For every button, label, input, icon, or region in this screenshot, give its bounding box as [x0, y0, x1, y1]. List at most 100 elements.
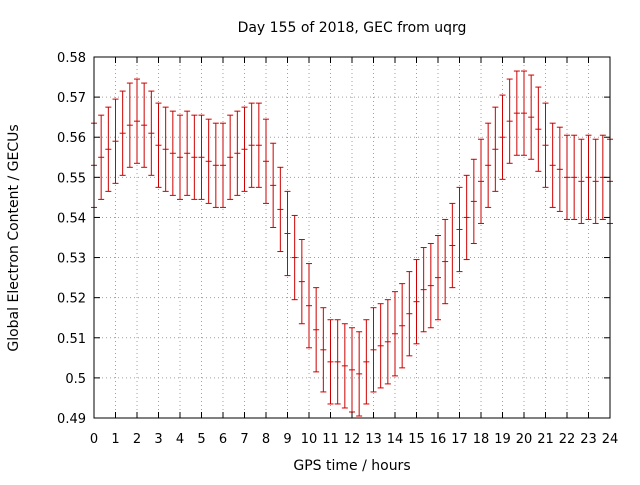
axis-ticks: [93, 56, 611, 419]
x-tick-label: 17: [451, 432, 468, 447]
error-bar-point: [470, 158, 477, 245]
error-bar-point: [363, 319, 370, 405]
error-bar-point: [277, 166, 284, 253]
error-bars: [91, 70, 613, 417]
error-bar-point: [141, 82, 148, 168]
error-bar-point: [148, 90, 155, 176]
error-bar-point: [105, 106, 112, 192]
error-bar-point: [413, 259, 420, 345]
x-tick-label: 19: [494, 432, 511, 447]
error-bar-point: [126, 82, 133, 168]
chart-title: Day 155 of 2018, GEC from uqrg: [238, 20, 467, 36]
error-bar-point: [198, 114, 205, 200]
error-bar-point: [442, 218, 449, 305]
error-bar-point: [270, 142, 277, 228]
error-bar-point: [298, 239, 305, 325]
y-tick-label: 0.56: [57, 131, 86, 146]
x-tick-label: 13: [365, 432, 382, 447]
x-tick-label: 18: [473, 432, 490, 447]
error-bar-point: [191, 114, 198, 200]
x-tick-label: 5: [197, 432, 205, 447]
error-bar-point: [571, 134, 578, 220]
error-bar-point: [449, 202, 456, 289]
error-bar-point: [177, 114, 183, 200]
error-bar-point: [549, 122, 556, 208]
error-bar-point: [220, 122, 226, 208]
error-bar-point: [134, 78, 140, 164]
error-bar-point: [492, 106, 499, 192]
error-bar-point: [334, 319, 341, 405]
y-tick-label: 0.58: [57, 51, 86, 66]
x-tick-label: 1: [111, 432, 119, 447]
x-tick-label: 20: [516, 432, 533, 447]
error-bar-point: [435, 234, 441, 321]
x-tick-label: 21: [537, 432, 554, 447]
error-bar-point: [169, 110, 176, 196]
y-tick-labels: 0.49 0.5 0.51 0.52 0.53 0.54 0.55 0.56 0.57 0.58: [57, 51, 86, 427]
error-bar-point: [284, 190, 291, 277]
error-bar-point: [542, 102, 549, 188]
error-bar-point: [585, 134, 592, 220]
error-bar-point: [521, 70, 527, 156]
y-tick-label: 0.57: [57, 91, 86, 106]
error-bar-point: [341, 323, 348, 409]
error-bar-point: [370, 307, 377, 393]
error-bar-point: [384, 299, 391, 385]
error-bar-point: [478, 138, 484, 224]
error-bar-point: [485, 122, 492, 208]
x-tick-label: 7: [240, 432, 248, 447]
y-tick-label: 0.5: [65, 372, 86, 387]
x-axis-label: GPS time / hours: [293, 458, 410, 474]
y-tick-label: 0.53: [57, 252, 86, 267]
error-bar-point: [327, 319, 334, 405]
x-tick-labels: 0 1 2 3 4 5 6 7 8 9 10 11 12 13 14 15 16 17 18 19 20 21 22 23 24: [90, 432, 618, 447]
y-axis-label: Global Electron Content / GECUs: [6, 124, 22, 351]
error-bar-point: [592, 138, 599, 224]
error-bar-point: [349, 327, 355, 413]
error-bar-point: [528, 74, 535, 160]
y-tick-label: 0.52: [57, 292, 86, 307]
x-tick-label: 23: [580, 432, 597, 447]
error-bar-point: [227, 114, 234, 200]
x-tick-label: 15: [408, 432, 425, 447]
y-tick-label: 0.49: [57, 412, 86, 427]
error-bar-point: [320, 307, 327, 393]
x-tick-label: 3: [154, 432, 162, 447]
error-bar-point: [377, 303, 384, 389]
error-bar-point: [263, 118, 269, 204]
x-tick-label: 0: [90, 432, 98, 447]
error-bar-point: [356, 331, 363, 417]
error-bar-point: [513, 70, 520, 156]
error-bar-point: [578, 138, 585, 224]
error-bar-point: [427, 243, 434, 329]
x-tick-label: 8: [262, 432, 270, 447]
x-tick-label: 22: [559, 432, 576, 447]
error-bar-point: [535, 86, 542, 172]
error-bar-point: [234, 110, 241, 196]
error-bar-point: [98, 114, 105, 200]
error-bar-point: [499, 94, 506, 180]
error-bar-point: [241, 106, 248, 192]
y-tick-label: 0.54: [57, 211, 86, 226]
error-bar-point: [205, 118, 212, 204]
error-bar-point: [420, 247, 427, 333]
x-tick-label: 11: [322, 432, 339, 447]
error-bar-point: [564, 134, 570, 220]
error-bar-point: [162, 106, 169, 192]
error-bar-point: [406, 271, 413, 357]
error-bar-point: [255, 102, 262, 188]
x-tick-label: 4: [176, 432, 184, 447]
error-bar-point: [119, 90, 126, 176]
x-tick-label: 6: [219, 432, 227, 447]
error-bar-point: [291, 214, 298, 301]
x-tick-label: 14: [387, 432, 404, 447]
error-bar-point: [456, 186, 463, 273]
error-bar-point: [506, 78, 513, 164]
error-bar-point: [248, 102, 255, 188]
error-bar-point: [306, 263, 312, 349]
x-tick-label: 10: [301, 432, 318, 447]
x-tick-label: 24: [602, 432, 619, 447]
error-bar-point: [392, 291, 398, 377]
